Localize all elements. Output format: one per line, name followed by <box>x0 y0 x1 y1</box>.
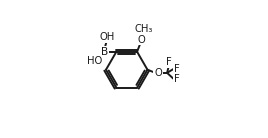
Text: F: F <box>166 57 172 67</box>
Text: B: B <box>100 47 108 57</box>
Text: O: O <box>154 68 162 78</box>
Text: O: O <box>137 34 145 45</box>
Text: OH: OH <box>100 32 115 42</box>
Text: CH₃: CH₃ <box>134 24 153 34</box>
Text: F: F <box>174 74 180 84</box>
Text: HO: HO <box>87 56 102 66</box>
Text: F: F <box>174 64 180 74</box>
